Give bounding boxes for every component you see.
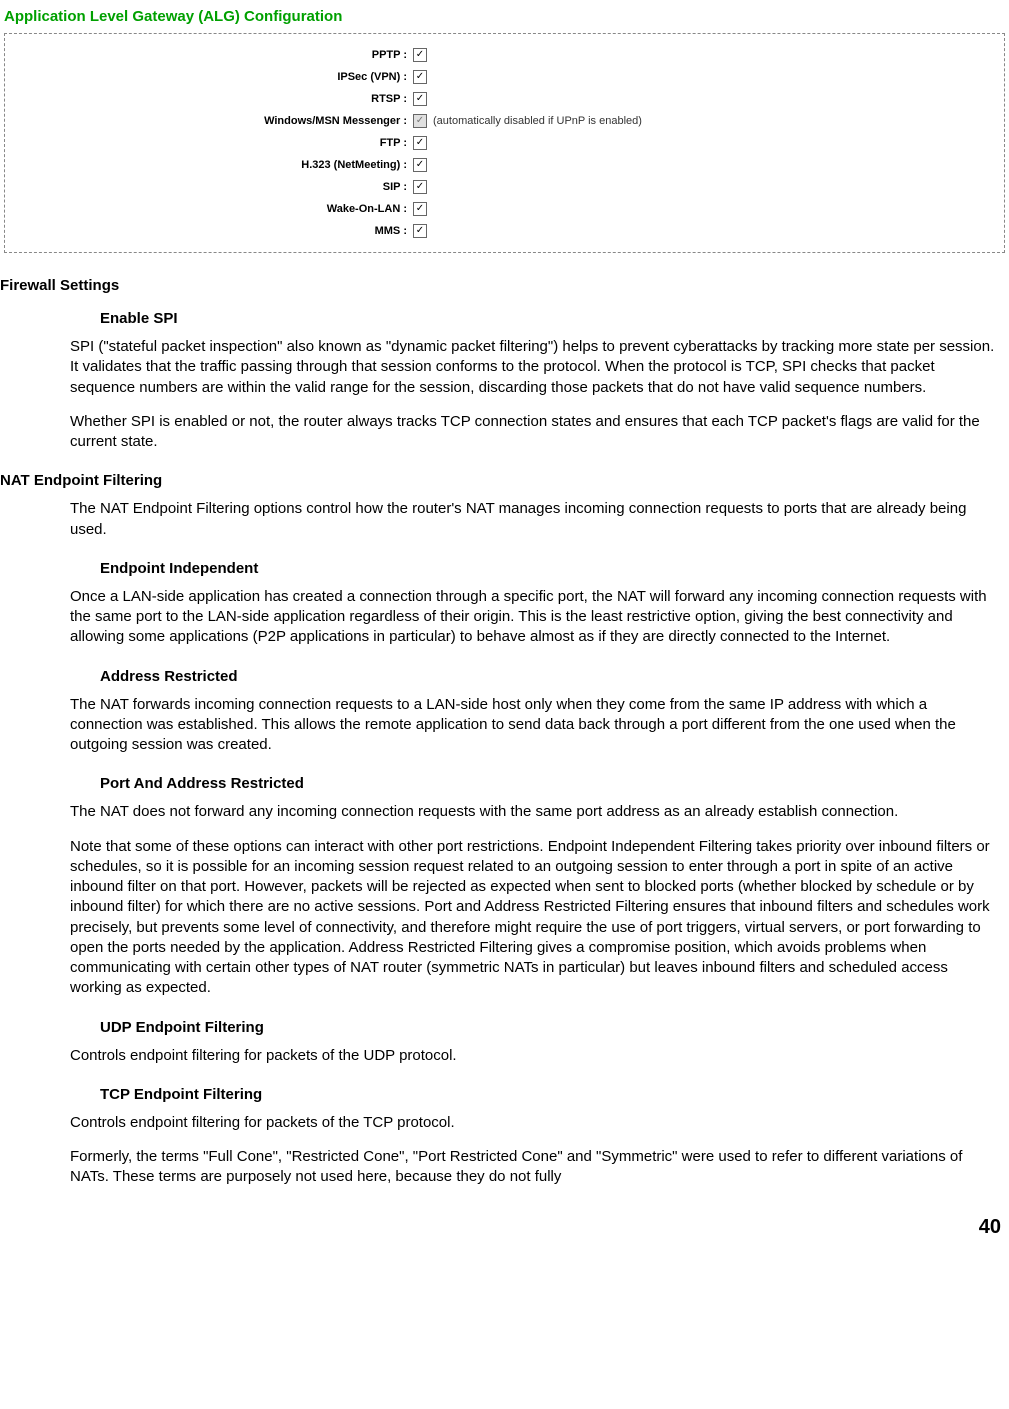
- alg-row: IPSec (VPN) :✓: [5, 66, 1004, 88]
- alg-row: Wake-On-LAN :✓: [5, 198, 1004, 220]
- address-restricted-heading: Address Restricted: [0, 662, 1009, 695]
- alg-checkbox[interactable]: ✓: [413, 202, 427, 216]
- alg-row: RTSP :✓: [5, 88, 1004, 110]
- alg-row: Windows/MSN Messenger :✓ (automatically d…: [5, 110, 1004, 132]
- nat-intro-paragraph: The NAT Endpoint Filtering options contr…: [0, 499, 1009, 554]
- endpoint-independent-heading: Endpoint Independent: [0, 554, 1009, 587]
- alg-checkbox[interactable]: ✓: [413, 158, 427, 172]
- alg-row-label: FTP :: [5, 137, 413, 149]
- alg-row-label: Windows/MSN Messenger :: [5, 115, 413, 127]
- alg-checkbox[interactable]: ✓: [413, 224, 427, 238]
- nat-endpoint-heading: NAT Endpoint Filtering: [0, 466, 1009, 499]
- alg-checkbox[interactable]: ✓: [413, 136, 427, 150]
- udp-endpoint-filtering-heading: UDP Endpoint Filtering: [0, 1013, 1009, 1046]
- alg-row-label: IPSec (VPN) :: [5, 71, 413, 83]
- tcp-endpoint-filtering-body: Controls endpoint filtering for packets …: [0, 1113, 1009, 1147]
- alg-row: FTP :✓: [5, 132, 1004, 154]
- firewall-settings-heading: Firewall Settings: [0, 271, 1009, 304]
- alg-checkbox[interactable]: ✓: [413, 92, 427, 106]
- port-address-restricted-body-2: Note that some of these options can inte…: [0, 837, 1009, 1013]
- address-restricted-body: The NAT forwards incoming connection req…: [0, 695, 1009, 770]
- alg-row-label: PPTP :: [5, 49, 413, 61]
- tcp-endpoint-filtering-heading: TCP Endpoint Filtering: [0, 1080, 1009, 1113]
- spi-paragraph-2: Whether SPI is enabled or not, the route…: [0, 412, 1009, 467]
- alg-row: SIP :✓: [5, 176, 1004, 198]
- spi-paragraph-1: SPI ("stateful packet inspection" also k…: [0, 337, 1009, 412]
- endpoint-independent-body: Once a LAN-side application has created …: [0, 587, 1009, 662]
- alg-checkbox[interactable]: ✓: [413, 48, 427, 62]
- alg-title: Application Level Gateway (ALG) Configur…: [0, 0, 1009, 33]
- port-address-restricted-body-1: The NAT does not forward any incoming co…: [0, 802, 1009, 836]
- page-number: 40: [0, 1202, 1009, 1239]
- alg-row: H.323 (NetMeeting) :✓: [5, 154, 1004, 176]
- cone-terms-body: Formerly, the terms "Full Cone", "Restri…: [0, 1147, 1009, 1202]
- enable-spi-heading: Enable SPI: [0, 304, 1009, 337]
- alg-row-note: (automatically disabled if UPnP is enabl…: [433, 115, 642, 127]
- alg-row-label: Wake-On-LAN :: [5, 203, 413, 215]
- alg-checkbox: ✓: [413, 114, 427, 128]
- alg-row-label: H.323 (NetMeeting) :: [5, 159, 413, 171]
- alg-checkbox[interactable]: ✓: [413, 70, 427, 84]
- alg-row-label: MMS :: [5, 225, 413, 237]
- alg-row: PPTP :✓: [5, 44, 1004, 66]
- alg-row: MMS :✓: [5, 220, 1004, 242]
- udp-endpoint-filtering-body: Controls endpoint filtering for packets …: [0, 1046, 1009, 1080]
- alg-row-label: SIP :: [5, 181, 413, 193]
- port-address-restricted-heading: Port And Address Restricted: [0, 769, 1009, 802]
- alg-configuration-box: PPTP :✓IPSec (VPN) :✓RTSP :✓Windows/MSN …: [4, 33, 1005, 253]
- alg-checkbox[interactable]: ✓: [413, 180, 427, 194]
- alg-row-label: RTSP :: [5, 93, 413, 105]
